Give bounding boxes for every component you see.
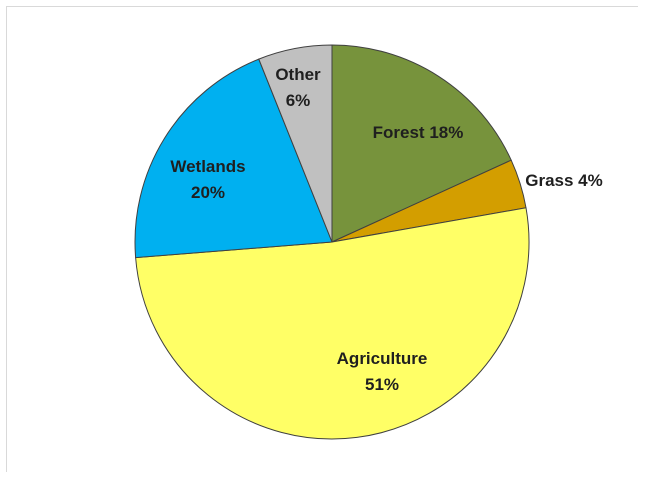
- slice-label-grass: Grass 4%: [525, 171, 603, 190]
- pie-slice-wetlands: [134, 58, 333, 259]
- pie-slice-agriculture: [135, 207, 530, 440]
- slice-label-forest: Forest 18%: [373, 123, 464, 142]
- slice-label-wetlands: Wetlands 20%: [170, 157, 245, 202]
- slice-label-agriculture: Agriculture 51%: [337, 349, 428, 394]
- pie-slice-forest: [331, 44, 512, 243]
- chart-frame: [6, 6, 638, 472]
- pie-labels: Forest 18% Grass 4% Agriculture 51% Wetlands…: [170, 65, 602, 394]
- pie-slices: [134, 44, 530, 440]
- pie-slice-other: [258, 44, 333, 243]
- slice-label-other: Other 6%: [275, 65, 321, 110]
